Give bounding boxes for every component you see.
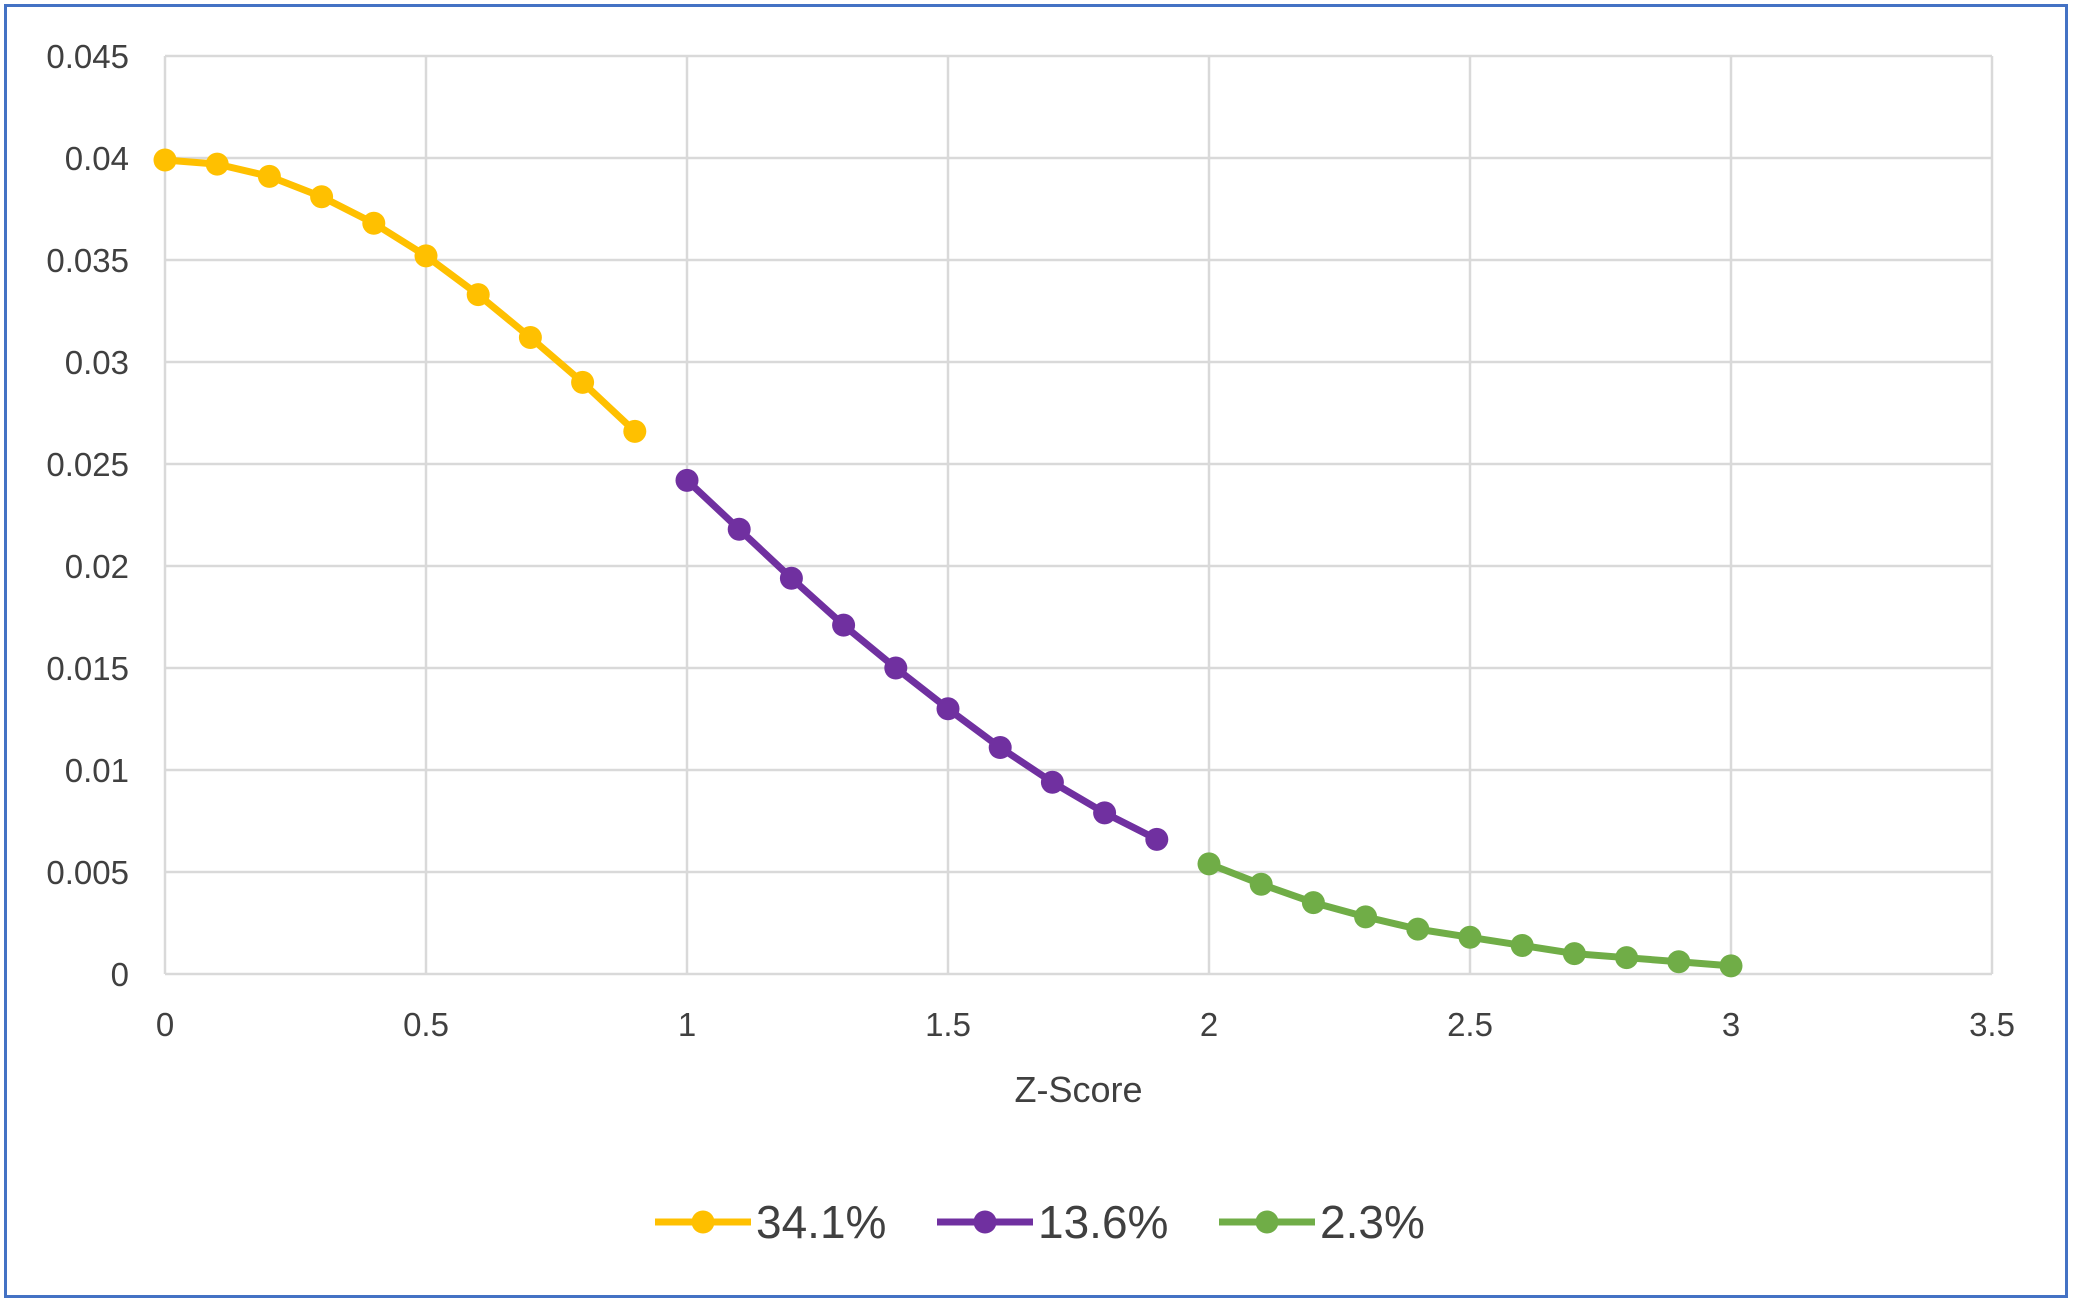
data-point xyxy=(1145,827,1169,851)
data-point xyxy=(1197,852,1221,876)
legend-item: 2.3% xyxy=(1219,1196,1425,1248)
x-tick-label: 2 xyxy=(1200,1006,1218,1043)
data-point xyxy=(1719,954,1743,978)
data-point xyxy=(1093,801,1117,825)
series-1 xyxy=(153,148,647,443)
y-tick-label: 0.03 xyxy=(65,344,129,381)
data-point xyxy=(1301,891,1325,915)
y-tick-label: 0.035 xyxy=(46,242,129,279)
y-tick-label: 0.01 xyxy=(65,752,129,789)
y-tick-label: 0 xyxy=(111,956,129,993)
y-tick-label: 0.02 xyxy=(65,548,129,585)
data-point xyxy=(571,370,595,394)
x-tick-label: 1 xyxy=(678,1006,696,1043)
data-point xyxy=(727,517,751,541)
data-point xyxy=(1562,942,1586,966)
y-tick-label: 0.025 xyxy=(46,446,129,483)
legend-marker xyxy=(973,1210,997,1234)
y-tick-label: 0.045 xyxy=(46,38,129,75)
legend-item: 34.1% xyxy=(655,1196,886,1248)
data-point xyxy=(153,148,177,172)
data-point xyxy=(623,419,647,443)
legend-label: 2.3% xyxy=(1320,1196,1425,1248)
data-point xyxy=(779,566,803,590)
data-series xyxy=(153,148,1743,978)
data-point xyxy=(1458,925,1482,949)
data-point xyxy=(884,656,908,680)
data-point xyxy=(1667,950,1691,974)
y-tick-label: 0.04 xyxy=(65,140,129,177)
x-tick-label: 3.5 xyxy=(1969,1006,2015,1043)
series-line xyxy=(161,156,639,435)
chart-frame xyxy=(4,4,2068,1298)
data-point xyxy=(1040,770,1064,794)
data-point xyxy=(414,244,438,268)
legend-label: 34.1% xyxy=(756,1196,886,1248)
legend: 34.1% 13.6% 2.3% xyxy=(655,1196,1425,1248)
data-point xyxy=(1406,917,1430,941)
data-point xyxy=(518,326,542,350)
data-point xyxy=(675,468,699,492)
x-axis-title: Z-Score xyxy=(1014,1069,1142,1110)
legend-label: 13.6% xyxy=(1038,1196,1168,1248)
data-point xyxy=(936,697,960,721)
legend-marker xyxy=(1255,1210,1279,1234)
data-point xyxy=(832,613,856,637)
legend-item: 13.6% xyxy=(937,1196,1168,1248)
series-line xyxy=(683,476,1161,843)
series-2 xyxy=(675,468,1169,851)
data-point xyxy=(1510,933,1534,957)
x-tick-label: 1.5 xyxy=(925,1006,971,1043)
legend-marker xyxy=(691,1210,715,1234)
x-tick-label: 0 xyxy=(156,1006,174,1043)
x-tick-label: 2.5 xyxy=(1447,1006,1493,1043)
y-tick-label: 0.015 xyxy=(46,650,129,687)
data-point xyxy=(310,185,334,209)
series-3 xyxy=(1197,852,1743,978)
data-point xyxy=(1249,872,1273,896)
x-tick-label: 3 xyxy=(1722,1006,1740,1043)
data-point xyxy=(257,164,281,188)
data-point xyxy=(1354,905,1378,929)
data-point xyxy=(1615,946,1639,970)
grid-lines xyxy=(163,54,1994,974)
x-tick-label: 0.5 xyxy=(403,1006,449,1043)
tick-labels: 0 0.005 0.01 0.015 0.02 0.025 0.03 0.035 0.04 0.0… xyxy=(46,38,2015,1043)
data-point xyxy=(988,736,1012,760)
data-point xyxy=(466,283,490,307)
data-point xyxy=(362,211,386,235)
data-point xyxy=(205,152,229,176)
y-tick-label: 0.005 xyxy=(46,854,129,891)
